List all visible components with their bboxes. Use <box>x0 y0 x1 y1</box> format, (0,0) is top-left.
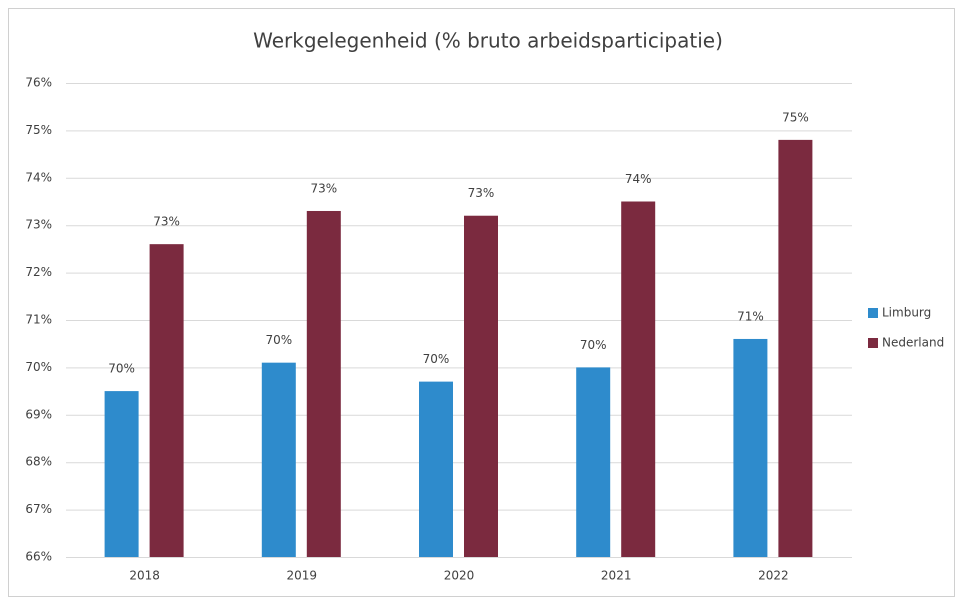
x-tick-label: 2020 <box>444 569 475 583</box>
x-tick-label: 2018 <box>129 569 160 583</box>
chart-title: Werkgelegenheid (% bruto arbeidsparticip… <box>253 29 723 53</box>
y-tick-label: 76% <box>25 76 52 90</box>
bar <box>464 215 498 557</box>
data-label: 74% <box>625 172 652 186</box>
x-tick-label: 2021 <box>601 569 632 583</box>
y-tick-label: 69% <box>25 407 52 421</box>
legend-label: Nederland <box>882 336 944 350</box>
bar <box>104 391 139 557</box>
bar <box>778 139 813 557</box>
y-tick-label: 66% <box>25 550 52 564</box>
y-tick-label: 70% <box>25 360 52 374</box>
data-label: 75% <box>782 110 809 124</box>
bar <box>306 210 341 558</box>
data-label: 70% <box>265 333 292 347</box>
data-label: 70% <box>423 352 450 366</box>
x-tick-label: 2019 <box>287 569 318 583</box>
legend-label: Limburg <box>882 306 931 320</box>
y-tick-label: 68% <box>25 455 52 469</box>
legend-swatch <box>868 338 878 348</box>
bar <box>261 362 296 557</box>
data-label: 70% <box>580 338 607 352</box>
bar <box>576 367 611 557</box>
y-tick-label: 67% <box>25 502 52 516</box>
y-tick-label: 72% <box>25 265 52 279</box>
bar <box>149 244 184 557</box>
y-tick-label: 73% <box>25 218 52 232</box>
legend-swatch <box>868 308 878 318</box>
data-label: 73% <box>468 186 495 200</box>
data-label: 73% <box>153 215 180 229</box>
y-tick-label: 71% <box>25 313 52 327</box>
data-label: 70% <box>108 362 135 376</box>
x-tick-label: 2022 <box>758 569 789 583</box>
bar <box>733 338 768 557</box>
bar <box>419 381 453 557</box>
bar <box>621 201 656 557</box>
y-tick-label: 74% <box>25 170 52 184</box>
data-label: 73% <box>310 181 337 195</box>
data-label: 71% <box>737 309 764 323</box>
y-tick-label: 75% <box>25 123 52 137</box>
